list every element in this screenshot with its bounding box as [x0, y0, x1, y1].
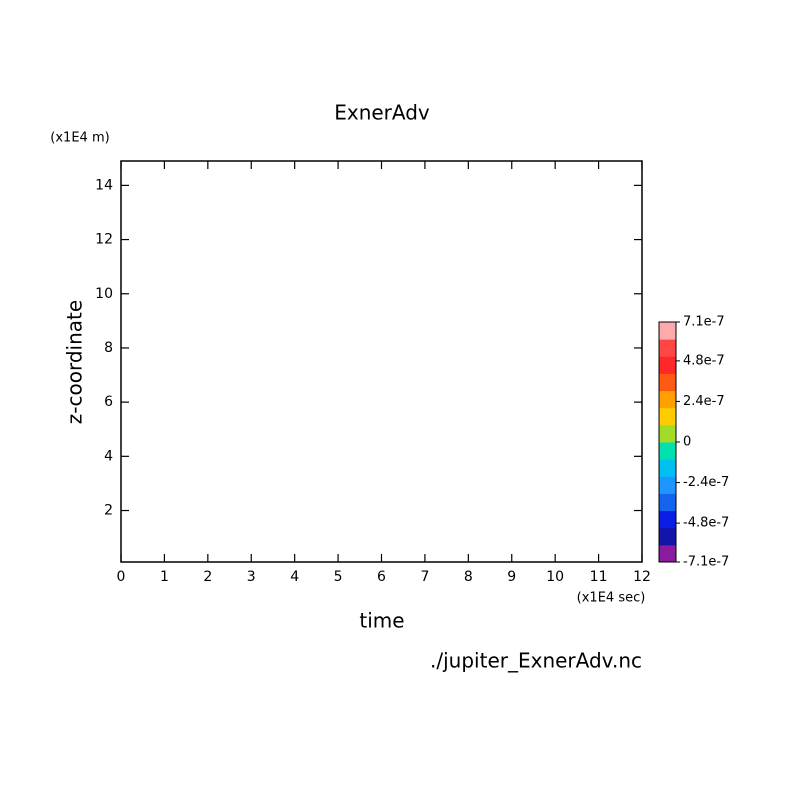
colorbar-segment [659, 373, 676, 392]
colorbar-segment [659, 390, 676, 409]
y-unit: (x1E4 m) [50, 131, 109, 146]
x-tick-label: 6 [377, 569, 386, 585]
y-axis-label: z-coordinate [63, 300, 87, 424]
colorbar-segment [659, 442, 676, 460]
x-tick-label: 8 [464, 569, 473, 585]
y-tick-label: 6 [104, 394, 113, 410]
x-tick-label: 7 [420, 569, 429, 585]
x-tick-label: 0 [117, 569, 126, 585]
y-tick-label: 2 [104, 503, 113, 519]
x-unit: (x1E4 sec) [577, 591, 646, 606]
colorbar-segment [659, 510, 676, 529]
colorbar-segment [659, 356, 676, 374]
colorbar-tick-label: 7.1e-7 [683, 315, 725, 330]
x-tick-label: 4 [290, 569, 299, 585]
colorbar-tick-label: -2.4e-7 [683, 475, 729, 490]
x-tick-label: 2 [203, 569, 212, 585]
colorbar-segment [659, 544, 676, 563]
x-tick-label: 10 [546, 569, 564, 585]
colorbar-tick-label: 4.8e-7 [683, 353, 725, 368]
colorbar-tick-label: -7.1e-7 [683, 555, 729, 570]
colorbar-segment [659, 407, 676, 426]
y-tick-label: 8 [104, 340, 113, 356]
x-tick-label: 9 [507, 569, 516, 585]
colorbar-tick-label: -4.8e-7 [683, 516, 729, 531]
y-tick-label: 12 [95, 232, 113, 248]
x-axis-label: time [359, 609, 404, 633]
y-tick-label: 4 [104, 448, 113, 464]
source-file: ./jupiter_ExnerAdv.nc [430, 649, 642, 673]
x-tick-label: 3 [247, 569, 256, 585]
colorbar-segment [659, 527, 676, 546]
y-tick-label: 14 [95, 177, 113, 193]
colorbar-segment [659, 339, 676, 357]
x-tick-label: 5 [334, 569, 343, 585]
colorbar-segment [659, 424, 676, 443]
colorbar-segment [659, 476, 676, 494]
x-tick-label: 11 [590, 569, 608, 585]
colorbar-segment [659, 493, 676, 512]
x-tick-label: 12 [633, 569, 651, 585]
colorbar-segment [659, 322, 676, 340]
y-tick-label: 10 [95, 286, 113, 302]
colorbar-segment [659, 459, 676, 477]
x-tick-label: 1 [160, 569, 169, 585]
colorbar-tick-label: 0 [683, 435, 691, 450]
colorbar-tick-label: 2.4e-7 [683, 394, 725, 409]
chart-title: ExnerAdv [334, 101, 430, 125]
